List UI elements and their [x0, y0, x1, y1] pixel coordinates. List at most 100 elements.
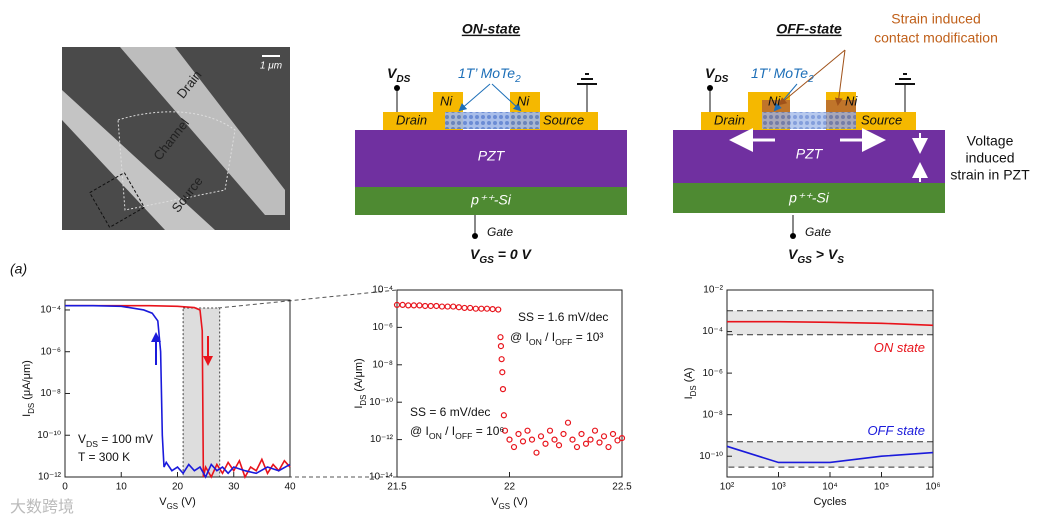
annotation-part: ON — [429, 431, 442, 441]
y-tick-label: 10⁻⁶ — [40, 346, 61, 357]
vds-label-part: DS — [396, 74, 410, 85]
point — [467, 304, 474, 312]
source-label: Source — [861, 112, 902, 127]
gate-label: Gate — [487, 225, 513, 239]
point — [600, 433, 608, 440]
vds-label-part: V — [387, 65, 398, 81]
point — [582, 440, 590, 447]
x-tick-label: 10⁵ — [874, 482, 889, 493]
strain-label: strain in PZT — [950, 167, 1030, 183]
annotation-part: / I — [542, 330, 555, 344]
point — [495, 306, 502, 313]
point — [498, 356, 505, 363]
x-axis-label-part: GS — [499, 502, 510, 511]
series-line — [65, 304, 291, 479]
material-label-part: 1T’ MoTe — [751, 65, 808, 81]
point — [500, 412, 507, 419]
point — [519, 438, 527, 445]
diagram-title: OFF-state — [776, 21, 842, 37]
y-axis-label-part: I — [21, 414, 33, 417]
vgs-label-part: GS — [797, 255, 812, 266]
y-axis-label-part: I — [683, 396, 695, 399]
point — [393, 301, 401, 308]
point — [489, 306, 496, 313]
annotation-part: / I — [442, 424, 455, 438]
point — [546, 427, 554, 434]
y-tick-label: 10⁻¹² — [38, 472, 62, 483]
x-tick-label: 22.5 — [612, 482, 632, 493]
point — [410, 302, 417, 309]
y-axis-label-part: DS — [689, 385, 698, 396]
point — [591, 427, 599, 434]
x-tick-label: 0 — [62, 482, 68, 493]
x-tick-label: 30 — [228, 482, 240, 493]
vgs-label-part: GS — [479, 255, 494, 266]
annotation-part: = 10⁶ — [472, 424, 504, 438]
annotation: contact modification — [874, 30, 998, 46]
annotation-part: DS — [86, 439, 98, 449]
point — [497, 334, 504, 341]
series-line — [726, 445, 934, 464]
point — [461, 304, 468, 312]
vgs-label-part: V — [470, 246, 481, 262]
drain-label: Drain — [396, 112, 427, 127]
annotation: T = 300 K — [78, 450, 130, 464]
point — [528, 436, 536, 443]
annotation-part: OFF — [455, 431, 472, 441]
point — [399, 301, 406, 308]
y-tick-label: 10⁻¹⁰ — [37, 430, 61, 441]
point — [564, 419, 572, 426]
point — [605, 443, 612, 451]
series-line — [727, 320, 934, 327]
x-axis-label: VGS (V) — [491, 496, 528, 511]
y-tick-label: 10⁻¹² — [370, 434, 394, 445]
series-label: ON state — [874, 340, 925, 355]
y-tick-label: 10⁻⁶ — [372, 322, 393, 333]
strain-label: Voltage — [967, 133, 1014, 149]
point — [573, 443, 581, 451]
x-axis-label-part: V — [491, 496, 499, 508]
on-diagram — [355, 73, 627, 239]
point — [450, 303, 457, 310]
off-diagram — [673, 49, 945, 239]
annotation: @ ION / IOFF = 10³ — [510, 330, 603, 347]
point — [578, 430, 585, 438]
x-tick-label: 10⁴ — [822, 482, 837, 493]
vds-label: VDS — [387, 65, 411, 85]
annotation-part: OFF — [555, 337, 572, 347]
point — [609, 430, 617, 438]
point — [455, 304, 462, 311]
y-tick-label: 10⁻² — [703, 285, 723, 296]
vgs-label: VGS = 0 V — [470, 246, 533, 266]
point — [596, 439, 603, 446]
point — [537, 433, 545, 440]
point — [427, 302, 434, 310]
y-tick-label: 10⁻¹⁰ — [369, 397, 393, 408]
gate-label: Gate — [805, 225, 831, 239]
point — [405, 302, 412, 309]
annotation-part: ON — [529, 337, 542, 347]
point — [510, 443, 518, 451]
sem-image — [62, 47, 290, 230]
vds-label-part: DS — [714, 74, 728, 85]
y-axis-label-part: (A) — [683, 368, 695, 386]
highlight — [182, 307, 221, 478]
material-label-part: 2 — [514, 74, 521, 85]
y-axis-label-part: (A/μm) — [353, 358, 365, 394]
x-tick-label: 40 — [284, 482, 296, 493]
ni-label: Ni — [440, 93, 453, 108]
x-axis-label: VGS (V) — [159, 496, 196, 511]
annotation: SS = 1.6 mV/dec — [518, 310, 608, 324]
point — [551, 436, 558, 443]
vgs-label-part: V — [788, 246, 799, 262]
vgs-label-part: S — [837, 255, 844, 266]
x-axis-label: Cycles — [813, 496, 847, 508]
point — [501, 427, 509, 434]
y-tick-label: 10⁻⁴ — [372, 285, 393, 296]
ni-label: Ni — [768, 93, 781, 108]
annotation-part: @ I — [410, 424, 429, 438]
ni-label: Ni — [517, 93, 530, 108]
scale-bar-label: 1 μm — [260, 61, 282, 72]
y-tick-label: 10⁻⁴ — [40, 305, 61, 316]
material-label-part: 1T’ MoTe — [458, 65, 515, 81]
